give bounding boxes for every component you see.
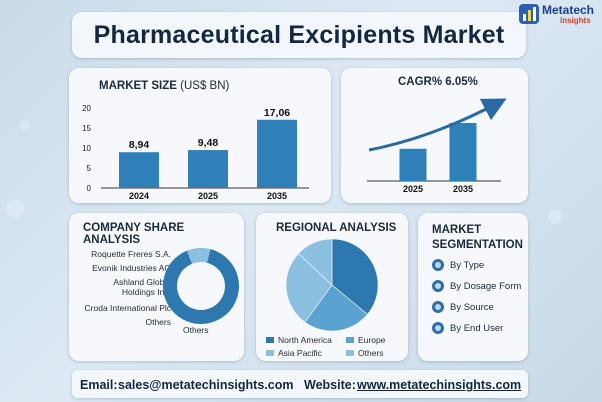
company-label: Ashland Global (113, 277, 171, 287)
market-size-unit: (US$ BN) (180, 80, 230, 92)
footer-contact: Email: sales@metatechinsights.com Websit… (72, 370, 528, 398)
company-label: Roquette Freres S.A. (91, 249, 171, 259)
donut-others-label: Others (183, 325, 209, 335)
legend-label: North America (278, 335, 332, 345)
market-size-title: MARKET SIZE (US$ BN) (99, 80, 229, 92)
regional-title: REGIONAL ANALYSIS (276, 222, 397, 234)
segment-by-end-user[interactable]: By End User (432, 322, 503, 334)
company-label: Others (145, 317, 171, 327)
segment-label: By Source (450, 301, 494, 313)
segment-label: By Dosage Form (450, 280, 522, 292)
company-label: Croda International Plc (84, 303, 171, 313)
segment-bullet-icon (432, 322, 444, 334)
legend-item: Others (346, 348, 384, 358)
background-bubble (6, 200, 24, 218)
bar (449, 123, 477, 181)
email-link[interactable]: sales@metatechinsights.com (118, 378, 294, 392)
background-bubble (20, 120, 30, 130)
page-title: Pharmaceutical Excipients Market (93, 20, 505, 49)
segment-label: By Type (450, 259, 485, 271)
bar (257, 119, 297, 188)
x-tick-label: 2024 (129, 191, 149, 201)
segmentation-title-line1: MARKET (432, 224, 482, 236)
legend-label: Asia Pacific (278, 348, 322, 358)
legend-swatch (346, 350, 354, 356)
bar (188, 150, 228, 188)
bar (399, 148, 427, 181)
y-tick-label: 10 (82, 144, 91, 153)
segmentation-title-line2: SEGMENTATION (432, 239, 523, 251)
pie-slice (285, 253, 333, 323)
regional-card: REGIONAL ANALYSIS North America Europe A… (256, 213, 408, 361)
company-share-title: COMPANY SHARE ANALYSIS (83, 222, 185, 246)
segment-by-dosage-form[interactable]: By Dosage Form (432, 280, 521, 292)
logo-icon (519, 4, 539, 24)
pie-slice (304, 284, 368, 332)
y-tick-label: 20 (82, 104, 91, 113)
legend-item: Asia Pacific (266, 348, 322, 358)
market-size-card: MARKET SIZE (US$ BN) 0 5 10 15 20 8,94 2024 9,4… (69, 68, 331, 203)
segmentation-title: MARKET SEGMENTATION (432, 223, 523, 253)
segment-by-source[interactable]: By Source (432, 301, 494, 313)
legend-item: North America (266, 335, 332, 345)
segment-bullet-icon (432, 301, 444, 313)
cagr-chart: 2025 2035 (367, 98, 507, 194)
market-size-title-text: MARKET SIZE (99, 80, 177, 92)
regional-pie-chart (285, 238, 379, 332)
pie-slice (331, 238, 379, 315)
logo-name: Metatech (542, 3, 595, 17)
brand-logo[interactable]: Metatech insights (516, 1, 602, 33)
background-bubble (548, 210, 562, 224)
logo-subtitle: insights (560, 16, 591, 25)
legend-swatch (266, 350, 274, 356)
legend-swatch (266, 337, 274, 343)
company-donut-chart (162, 248, 239, 324)
website-link[interactable]: www.metatechinsights.com (357, 378, 522, 392)
legend-swatch (346, 337, 354, 343)
trend-arrow (368, 98, 507, 152)
legend-item: Europe (346, 335, 385, 345)
bar (119, 152, 159, 188)
segmentation-card: MARKET SEGMENTATION By Type By Dosage Fo… (418, 213, 528, 361)
legend-label: Others (358, 348, 384, 358)
bar-value-label: 9,48 (198, 137, 219, 149)
segment-bullet-icon (432, 280, 444, 292)
donut-hole (177, 262, 225, 310)
email-label: Email: (80, 378, 118, 392)
company-label: Holdings Inc. (121, 287, 171, 297)
bar-value-label: 17,06 (264, 107, 290, 119)
bar-value-label: 8,94 (129, 139, 150, 151)
pie-slice (298, 238, 333, 286)
title-banner: Pharmaceutical Excipients Market (72, 12, 526, 58)
website-label: Website: (304, 378, 356, 392)
x-tick-label: 2035 (267, 191, 287, 201)
x-tick-label: 2035 (453, 184, 473, 194)
cagr-card: CAGR% 6.05% 2025 2035 (341, 68, 528, 203)
y-tick-label: 15 (82, 124, 91, 133)
market-size-chart: 0 5 10 15 20 8,94 2024 9,48 2025 17,06 2035 (82, 104, 309, 201)
y-tick-label: 5 (87, 164, 92, 173)
y-tick-label: 0 (87, 184, 92, 193)
cagr-title: CAGR% 6.05% (398, 76, 478, 88)
x-tick-label: 2025 (403, 184, 423, 194)
company-share-card: COMPANY SHARE ANALYSIS Roquette Freres S… (69, 213, 244, 361)
segment-by-type[interactable]: By Type (432, 259, 484, 271)
segment-bullet-icon (432, 259, 444, 271)
segment-label: By End User (450, 322, 504, 334)
company-label: Evonik Industries AG (92, 263, 171, 273)
legend-label: Europe (358, 335, 386, 345)
x-tick-label: 2025 (198, 191, 218, 201)
